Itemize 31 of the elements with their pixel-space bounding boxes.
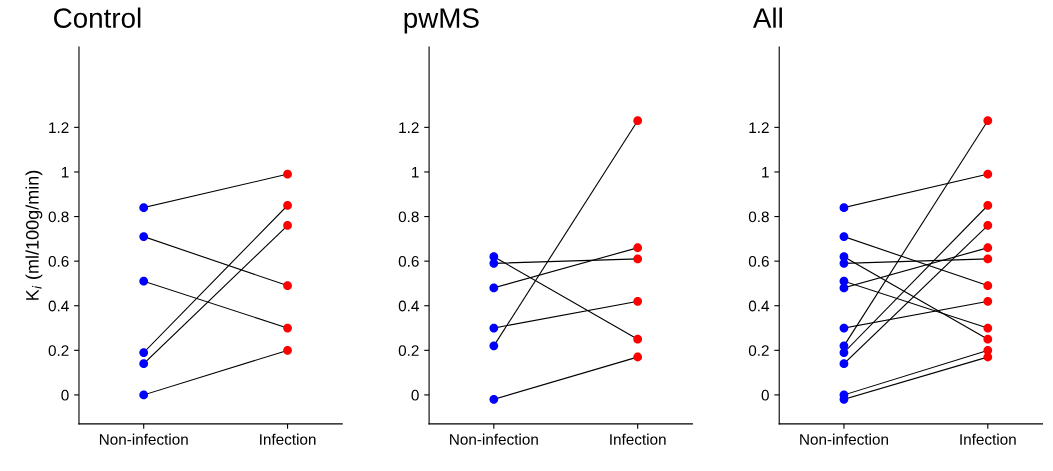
y-tick-label: 0.6 bbox=[748, 256, 769, 267]
y-tick-label: 0.2 bbox=[48, 345, 69, 357]
y-axis-title: K$_{i}$ (ml/100g/min) bbox=[25, 170, 43, 300]
y-tick-label: 1 bbox=[412, 166, 419, 178]
x-tick-label: Non-infection bbox=[450, 433, 538, 445]
y-tick-label: 0.8 bbox=[48, 211, 69, 223]
y-tick-label: 0 bbox=[411, 389, 419, 401]
y-tick-label: 0.4 bbox=[398, 300, 419, 312]
y-tick-label: 1.2 bbox=[749, 122, 769, 133]
y-tick-label: 0.6 bbox=[48, 256, 69, 267]
chart-title: Control bbox=[54, 7, 141, 28]
y-tick-label: 0 bbox=[61, 389, 69, 401]
x-tick-label: Infection bbox=[610, 433, 666, 445]
chart-title: All bbox=[752, 7, 782, 28]
y-tick-label: 0.8 bbox=[398, 211, 419, 223]
y-tick-label: 0.6 bbox=[398, 256, 419, 267]
y-tick-label: 1.2 bbox=[49, 122, 69, 133]
x-tick-label: Infection bbox=[960, 433, 1016, 445]
chart-title: pwMS bbox=[404, 8, 479, 34]
y-tick-label: 0.4 bbox=[48, 300, 69, 312]
y-tick-label: 1 bbox=[61, 166, 69, 178]
y-tick-label: 1.2 bbox=[399, 122, 419, 133]
x-tick-label: Infection bbox=[260, 433, 316, 445]
y-tick-label: 0.8 bbox=[748, 211, 769, 223]
x-tick-label: Non-infection bbox=[800, 433, 888, 445]
x-tick-label: Non-infection bbox=[99, 433, 188, 445]
y-tick-label: 0.2 bbox=[398, 345, 419, 357]
y-tick-label: 0.2 bbox=[748, 345, 769, 357]
y-tick-label: 0.4 bbox=[748, 300, 770, 312]
y-tick-label: 1 bbox=[762, 166, 769, 178]
y-tick-label: 0 bbox=[761, 389, 769, 401]
